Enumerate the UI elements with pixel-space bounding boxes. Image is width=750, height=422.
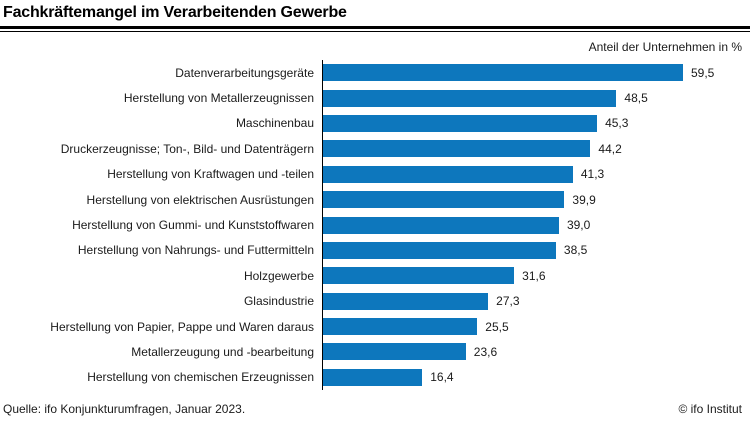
bar-zone: 16,4	[322, 364, 750, 391]
chart-row: Herstellung von Metallerzeugnissen 48,5	[0, 85, 750, 111]
bar	[323, 114, 598, 132]
bar-chart: Datenverarbeitungsgeräte 59,5 Herstellung …	[0, 60, 750, 391]
value-label: 41,3	[580, 167, 605, 182]
bar-zone: 48,5	[322, 85, 750, 111]
bar-rows: Datenverarbeitungsgeräte 59,5 Herstellung …	[0, 60, 750, 391]
category-label: Maschinenbau	[235, 116, 314, 131]
chart-row: Herstellung von chemischen Erzeugnissen 1…	[0, 364, 750, 391]
bar	[323, 191, 565, 209]
unit-label: Anteil der Unternehmen in %	[588, 40, 742, 54]
value-label: 38,5	[563, 243, 588, 258]
title-rule-thick	[0, 26, 750, 29]
value-label: 59,5	[690, 65, 715, 80]
chart-row: Glasindustrie 27,3	[0, 288, 750, 314]
category-label: Herstellung von Gummi- und Kunststoffwar…	[72, 218, 314, 233]
bar	[323, 318, 478, 336]
value-label: 45,3	[605, 116, 629, 131]
bar-zone: 27,3	[322, 288, 750, 314]
bar-zone: 41,3	[322, 161, 750, 187]
bar-zone: 31,6	[322, 263, 750, 289]
category-label: Herstellung von Kraftwagen und -teilen	[107, 167, 314, 182]
category-label: Metallerzeugung und -bearbeitung	[131, 344, 314, 359]
bar-zone: 25,5	[322, 313, 750, 340]
category-label: Herstellung von Papier, Pappe und Waren …	[50, 319, 314, 334]
value-label: 27,3	[496, 294, 520, 309]
value-label: 39,0	[566, 218, 591, 233]
value-label: 39,9	[572, 192, 596, 207]
value-label: 25,5	[485, 319, 509, 334]
value-label: 48,5	[624, 91, 648, 106]
category-label: Herstellung von Metallerzeugnissen	[123, 91, 314, 106]
bar-zone: 59,5	[322, 60, 750, 86]
chart-row: Maschinenbau 45,3	[0, 110, 750, 137]
bar	[323, 267, 515, 285]
chart-row: Herstellung von Kraftwagen und -teilen 41…	[0, 161, 750, 187]
title-rule-thin	[0, 30, 750, 32]
value-label: 16,4	[430, 370, 454, 385]
chart-row: Herstellung von Nahrungs- und Futtermitt…	[0, 237, 750, 264]
bar-zone: 45,3	[322, 110, 750, 137]
bar	[323, 343, 466, 361]
source-note: Quelle: ifo Konjunkturumfragen, Januar 2…	[3, 402, 246, 416]
bar	[323, 216, 559, 234]
bar	[323, 89, 617, 107]
category-label: Herstellung von elektrischen Ausrüstunge…	[86, 192, 314, 207]
bar	[323, 241, 556, 259]
bar-zone: 39,0	[322, 212, 750, 238]
bar	[323, 140, 591, 158]
category-label: Holzgewerbe	[243, 268, 314, 283]
bar-zone: 44,2	[322, 136, 750, 162]
chart-title: Fachkräftemangel im Verarbeitenden Gewer…	[3, 4, 347, 21]
bar-zone: 23,6	[322, 339, 750, 365]
bar	[323, 368, 423, 386]
chart-row: Herstellung von Papier, Pappe und Waren …	[0, 313, 750, 340]
bar-zone: 39,9	[322, 186, 750, 213]
chart-row: Datenverarbeitungsgeräte 59,5	[0, 60, 750, 86]
value-label: 44,2	[598, 141, 622, 156]
value-label: 23,6	[473, 344, 498, 359]
chart-row: Druckerzeugnisse; Ton-, Bild- und Datent…	[0, 136, 750, 162]
category-label: Druckerzeugnisse; Ton-, Bild- und Datent…	[60, 141, 314, 156]
category-label: Herstellung von Nahrungs- und Futtermitt…	[77, 243, 314, 258]
category-label: Herstellung von chemischen Erzeugnissen	[87, 370, 314, 385]
copyright-note: © ifo Institut	[678, 402, 742, 416]
chart-row: Metallerzeugung und -bearbeitung 23,6	[0, 339, 750, 365]
chart-row: Herstellung von Gummi- und Kunststoffwar…	[0, 212, 750, 238]
category-label: Glasindustrie	[243, 294, 314, 309]
bar	[323, 165, 573, 183]
chart-row: Herstellung von elektrischen Ausrüstunge…	[0, 186, 750, 213]
value-label: 31,6	[522, 268, 546, 283]
bar-zone: 38,5	[322, 237, 750, 264]
category-label: Datenverarbeitungsgeräte	[175, 65, 314, 80]
chart-row: Holzgewerbe 31,6	[0, 263, 750, 289]
bar	[323, 64, 683, 82]
bar	[323, 292, 489, 310]
